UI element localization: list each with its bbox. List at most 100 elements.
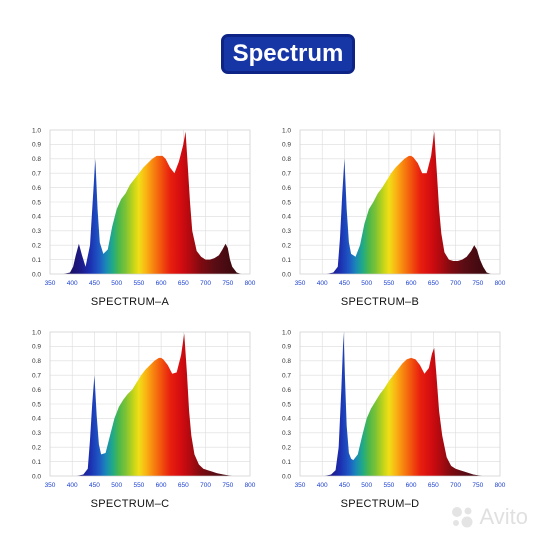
watermark: Avito	[451, 504, 528, 530]
plot-frame	[49, 331, 251, 477]
y-tick-label: 0.4	[282, 214, 291, 221]
page-title: Spectrum	[221, 34, 355, 74]
y-tick-label: 1.0	[32, 329, 41, 336]
x-tick-label: 750	[472, 280, 483, 287]
x-tick-label: 500	[361, 280, 372, 287]
y-tick-label: 0.8	[32, 156, 41, 163]
x-tick-label: 650	[428, 280, 439, 287]
x-tick-label: 750	[472, 482, 483, 489]
spectrum-chart-a: 0.0 0.1 0.2 0.3 0.4 0.5 0.6 0.7 0.8 0.9 1.0 350 400 4…	[20, 120, 260, 320]
y-tick-label: 0.4	[32, 214, 41, 221]
spectrum-b-caption: SPECTRUM–B	[340, 296, 420, 308]
x-tick-label: 550	[383, 280, 394, 287]
x-tick-label: 700	[200, 280, 211, 287]
y-tick-label: 0.6	[282, 185, 291, 192]
x-tick-label: 550	[383, 482, 394, 489]
x-tick-label: 450	[339, 482, 350, 489]
x-tick-label: 700	[200, 482, 211, 489]
y-tick-label: 0.2	[32, 445, 41, 452]
spectrum-area	[76, 333, 242, 476]
x-tick-label: 400	[67, 482, 78, 489]
y-tick-label: 0.4	[282, 416, 291, 423]
x-tick-label: 500	[111, 280, 122, 287]
x-tick-label: 550	[133, 482, 144, 489]
y-tick-label: 0.9	[282, 142, 291, 149]
y-tick-label: 0.7	[282, 171, 291, 178]
spectrum-a-caption: SPECTRUM–A	[90, 296, 170, 308]
y-tick-label: 0.5	[282, 199, 291, 206]
spectrum-a-plot: 0.0 0.1 0.2 0.3 0.4 0.5 0.6 0.7 0.8 0.9 1.0 350 400 4…	[32, 127, 256, 287]
x-tick-label: 350	[295, 280, 306, 287]
y-tick-label: 0.5	[32, 199, 41, 206]
x-tick-label: 800	[245, 280, 256, 287]
x-tick-label: 700	[450, 482, 461, 489]
y-tick-label: 0.0	[282, 271, 291, 278]
y-tick-label: 1.0	[282, 127, 291, 134]
x-tick-label: 700	[450, 280, 461, 287]
y-tick-label: 0.9	[32, 142, 41, 149]
y-tick-label: 0.2	[282, 445, 291, 452]
avito-logo-icon	[452, 507, 473, 528]
x-tick-label: 450	[89, 482, 100, 489]
spectrum-area	[63, 131, 242, 274]
y-tick-label: 0.2	[32, 243, 41, 250]
x-tick-label: 500	[111, 482, 122, 489]
spectrum-d-caption: SPECTRUM–D	[340, 498, 420, 510]
spectrum-c-caption: SPECTRUM–C	[90, 498, 170, 510]
y-tick-label: 0.3	[282, 430, 291, 437]
y-tick-label: 0.1	[32, 459, 41, 466]
y-tick-label: 0.0	[32, 473, 41, 480]
y-tick-label: 0.3	[32, 228, 41, 235]
x-tick-label: 400	[317, 482, 328, 489]
y-tick-label: 1.0	[282, 329, 291, 336]
y-tick-label: 0.0	[32, 271, 41, 278]
x-tick-label: 800	[245, 482, 256, 489]
y-tick-label: 0.7	[282, 373, 291, 380]
y-tick-label: 1.0	[32, 127, 41, 134]
spectrum-area	[326, 131, 492, 274]
x-tick-label: 650	[178, 280, 189, 287]
x-tick-label: 350	[45, 280, 56, 287]
x-tick-label: 400	[317, 280, 328, 287]
y-tick-label: 0.7	[32, 373, 41, 380]
x-tick-label: 350	[45, 482, 56, 489]
y-tick-label: 0.7	[32, 171, 41, 178]
x-tick-label: 550	[133, 280, 144, 287]
plot-frame	[299, 331, 501, 477]
x-tick-label: 600	[156, 280, 167, 287]
y-tick-label: 0.6	[32, 387, 41, 394]
spectrum-d-plot: 0.0 0.1 0.2 0.3 0.4 0.5 0.6 0.7 0.8 0.9 1.0 350 400 4…	[282, 329, 506, 489]
x-tick-label: 600	[156, 482, 167, 489]
x-tick-label: 450	[339, 280, 350, 287]
y-tick-label: 0.5	[282, 401, 291, 408]
x-tick-label: 600	[406, 280, 417, 287]
x-tick-label: 800	[495, 280, 506, 287]
y-tick-label: 0.0	[282, 473, 291, 480]
x-tick-label: 750	[222, 280, 233, 287]
spectrum-b-plot: 0.0 0.1 0.2 0.3 0.4 0.5 0.6 0.7 0.8 0.9 1.0 350 400 4…	[282, 127, 506, 287]
x-tick-label: 600	[406, 482, 417, 489]
plot-frame	[49, 129, 251, 275]
x-tick-label: 750	[222, 482, 233, 489]
x-tick-label: 400	[67, 280, 78, 287]
spectrum-c-plot: 0.0 0.1 0.2 0.3 0.4 0.5 0.6 0.7 0.8 0.9 1.0 350 400 4…	[32, 329, 256, 489]
y-tick-label: 0.2	[282, 243, 291, 250]
y-tick-label: 0.3	[282, 228, 291, 235]
y-tick-label: 0.6	[282, 387, 291, 394]
y-tick-label: 0.9	[282, 344, 291, 351]
y-tick-label: 0.5	[32, 401, 41, 408]
y-tick-label: 0.8	[32, 358, 41, 365]
plot-frame	[299, 129, 501, 275]
y-tick-label: 0.8	[282, 156, 291, 163]
y-tick-label: 0.1	[32, 257, 41, 264]
y-tick-label: 0.1	[282, 257, 291, 264]
spectrum-chart-b: 0.0 0.1 0.2 0.3 0.4 0.5 0.6 0.7 0.8 0.9 1.0 350 400 4…	[270, 120, 510, 320]
y-tick-label: 0.1	[282, 459, 291, 466]
watermark-text: Avito	[479, 504, 528, 529]
x-tick-label: 650	[428, 482, 439, 489]
x-tick-label: 650	[178, 482, 189, 489]
y-tick-label: 0.3	[32, 430, 41, 437]
y-tick-label: 0.8	[282, 358, 291, 365]
x-tick-label: 350	[295, 482, 306, 489]
y-tick-label: 0.6	[32, 185, 41, 192]
